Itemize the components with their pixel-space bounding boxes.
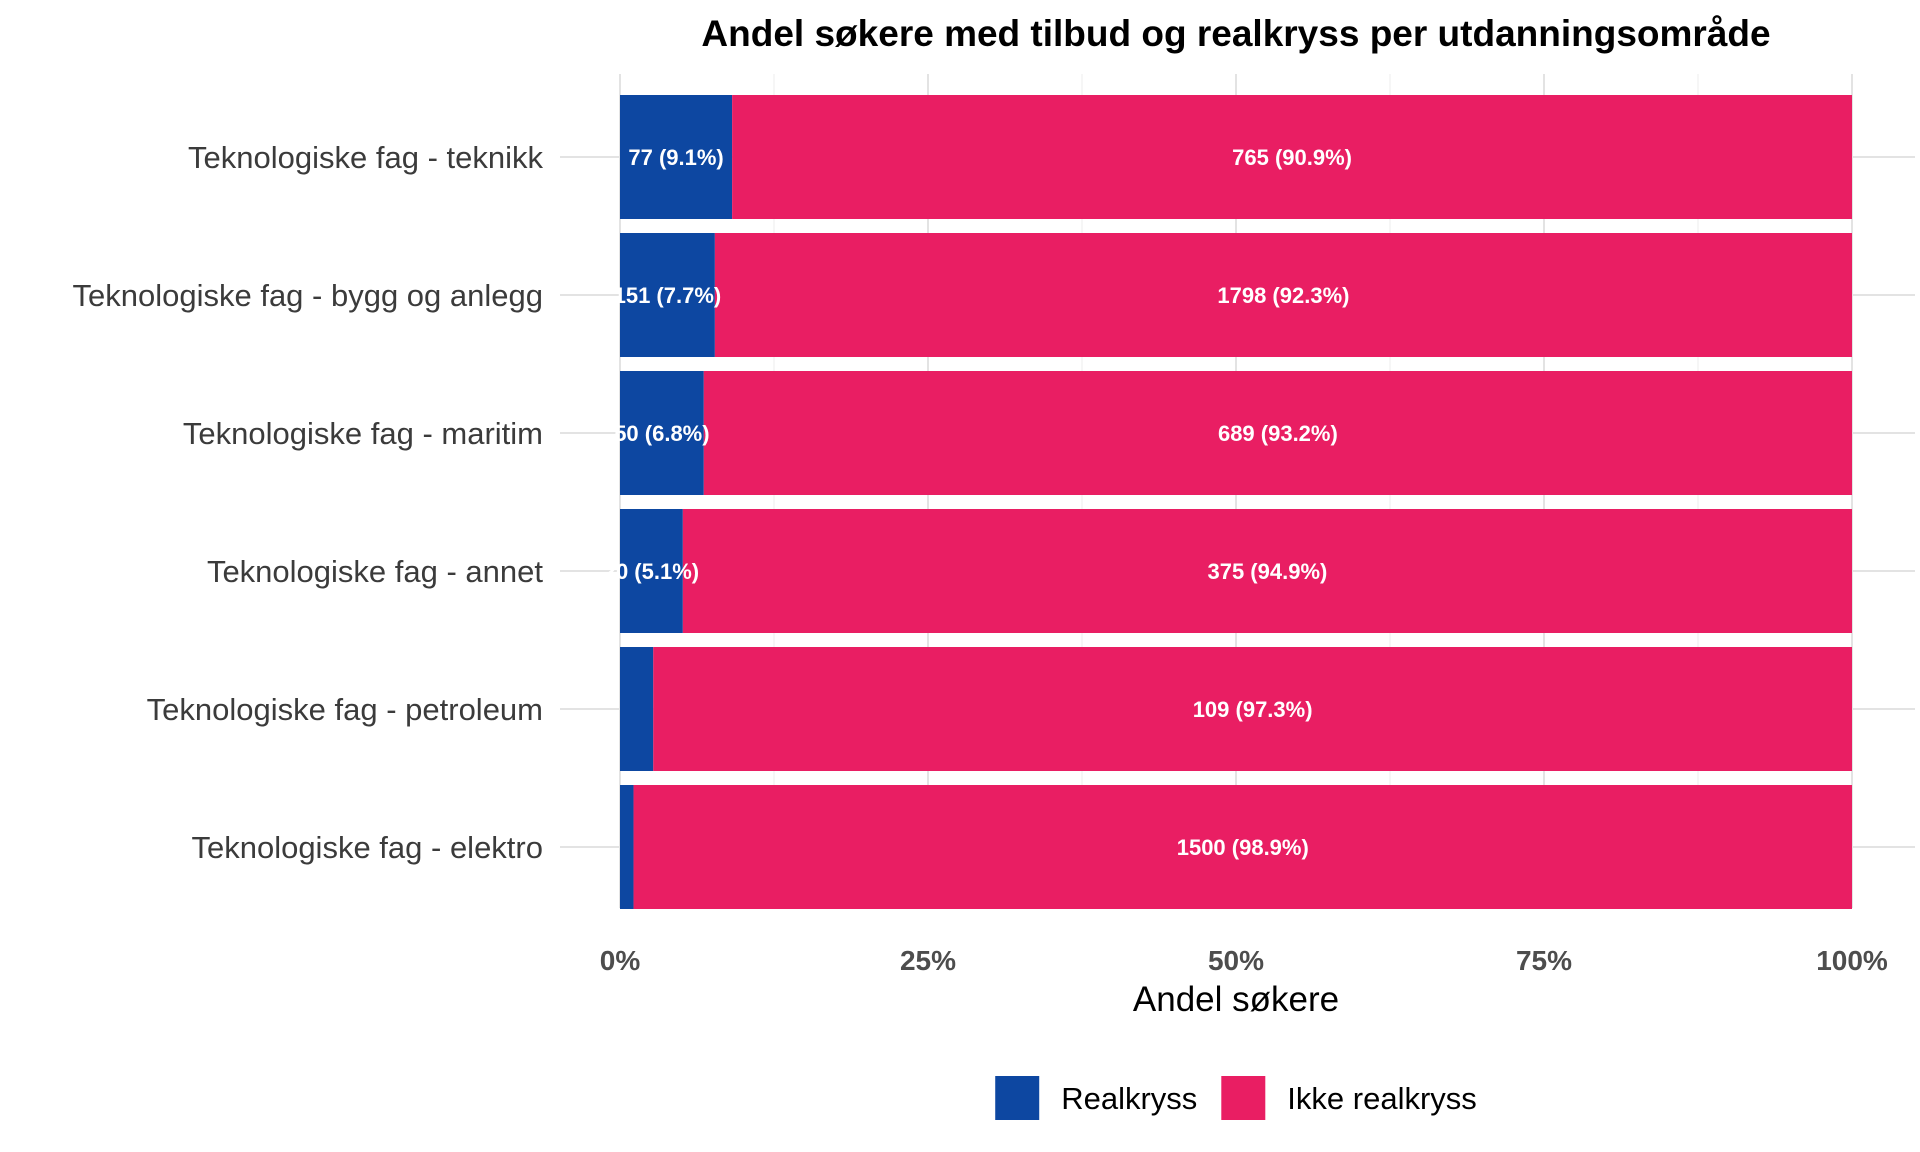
bar-value-label: 375 (94.9%) <box>1207 559 1327 584</box>
category-axis-labels: Teknologiske fag - teknikk Teknologiske f… <box>73 140 544 865</box>
legend-label: Realkryss <box>1061 1081 1197 1116</box>
bar-value-label: 77 (9.1%) <box>628 145 723 170</box>
bar-segment-ikke-realkryss <box>682 509 1852 633</box>
bar-value-label: 151 (7.7%) <box>614 283 722 308</box>
legend-swatch <box>1221 1076 1266 1120</box>
category-label: Teknologiske fag - elektro <box>191 830 543 865</box>
bar-segment-realkryss <box>620 95 733 219</box>
bar-segment-ikke-realkryss <box>703 371 1852 495</box>
category-label: Teknologiske fag - maritim <box>183 416 543 451</box>
bar-value-label: 20 (5.1%) <box>604 559 699 584</box>
bar-segment-realkryss <box>620 785 634 909</box>
bar-value-label: 50 (6.8%) <box>614 421 709 446</box>
bar-segment-realkryss <box>620 371 704 495</box>
x-tick-label: 75% <box>1516 945 1572 976</box>
bar-value-label: 765 (90.9%) <box>1232 145 1352 170</box>
bar-segment-ikke-realkryss <box>732 95 1852 219</box>
bar-value-label: 109 (97.3%) <box>1193 697 1313 722</box>
bar-value-label: 1798 (92.3%) <box>1217 283 1349 308</box>
x-tick-label: 50% <box>1208 945 1264 976</box>
x-tick-label: 100% <box>1816 945 1888 976</box>
bar-value-labels: 77 (9.1%) 765 (90.9%) 151 (7.7%) 1798 (92.3… <box>604 145 1352 860</box>
x-tick-label: 25% <box>900 945 956 976</box>
x-axis-tick-labels: 0% 25% 50% 75% 100% <box>600 945 1888 976</box>
x-axis-title: Andel søkere <box>1133 980 1339 1019</box>
bar-value-label: 1500 (98.9%) <box>1177 835 1309 860</box>
category-label: Teknologiske fag - teknikk <box>188 140 543 175</box>
bar-segment-realkryss <box>620 233 715 357</box>
category-label: Teknologiske fag - annet <box>207 554 543 589</box>
category-label: Teknologiske fag - petroleum <box>147 692 543 727</box>
bars <box>620 95 1853 909</box>
legend-swatch <box>995 1076 1040 1120</box>
chart-title: Andel søkere med tilbud og realkryss per… <box>701 13 1770 54</box>
category-label: Teknologiske fag - bygg og anlegg <box>73 278 544 313</box>
legend: Realkryss Ikke realkryss <box>995 1076 1477 1120</box>
bar-segment-ikke-realkryss <box>653 647 1853 771</box>
bar-value-label: 689 (93.2%) <box>1218 421 1338 446</box>
legend-label: Ikke realkryss <box>1287 1081 1476 1116</box>
bar-segment-realkryss <box>620 509 683 633</box>
bar-segment-ikke-realkryss <box>633 785 1852 909</box>
x-tick-label: 0% <box>600 945 641 976</box>
bar-segment-realkryss <box>620 647 654 771</box>
bar-segment-ikke-realkryss <box>714 233 1852 357</box>
